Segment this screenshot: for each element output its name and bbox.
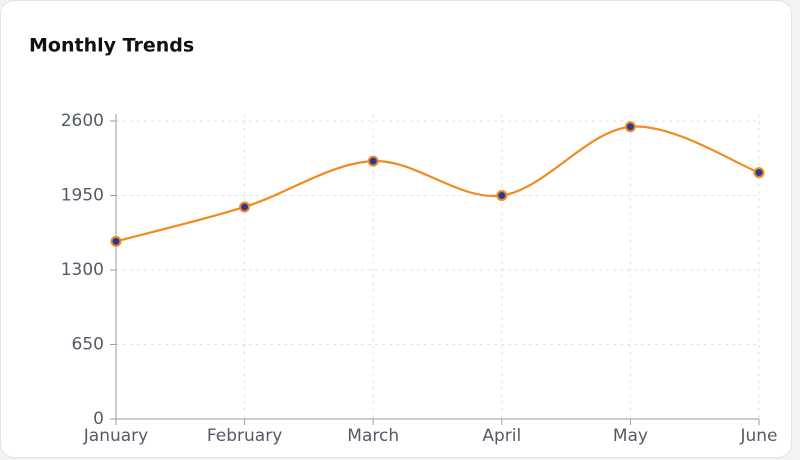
x-tick-label: April [482,426,521,446]
chart-title: Monthly Trends [29,35,194,57]
x-tick-label: May [613,426,648,446]
point [496,190,508,201]
x-tick-label: February [207,426,282,446]
x-tick-label: March [347,426,399,446]
x-tick-label: June [739,426,777,446]
y-tick-label: 1950 [61,186,104,206]
line [115,125,760,243]
point [239,201,251,213]
chart: Monthly Trends 0 650 1300 1950 2600 January Fe… [29,35,778,447]
point [110,235,122,247]
point [753,167,765,179]
point [624,121,636,133]
y-tick-label: 1300 [61,260,104,280]
x-tick-label: January [83,426,148,446]
y-tick-label: 0 [93,409,104,429]
y-tick-label: 2600 [61,111,104,131]
y-tick-label: 650 [72,335,104,355]
point [367,155,379,167]
